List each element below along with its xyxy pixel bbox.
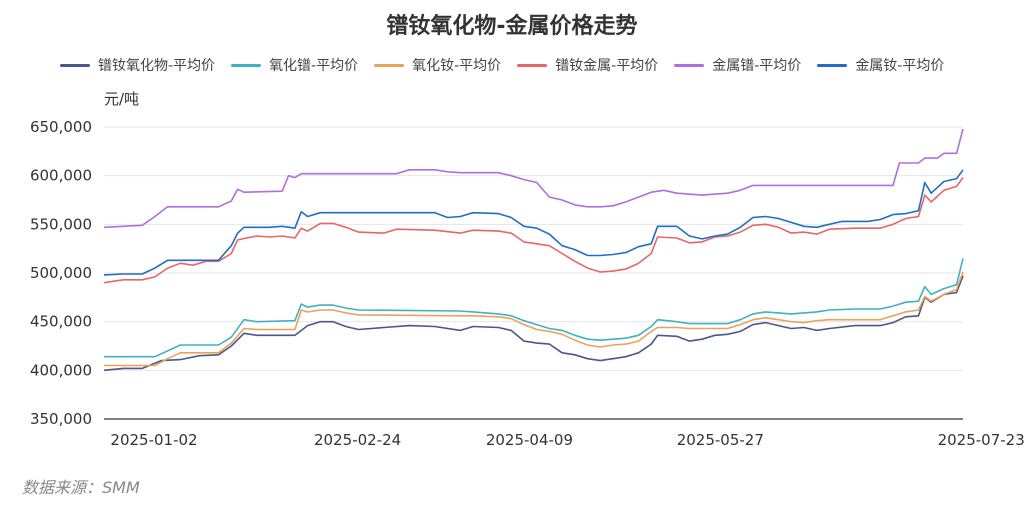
- legend-swatch: [60, 63, 90, 67]
- data-source: 数据来源：SMM: [22, 478, 140, 497]
- legend-item-4[interactable]: 镨钕金属-平均价: [517, 55, 658, 75]
- x-tick-label: 2025-07-23: [938, 431, 1024, 449]
- legend-swatch: [817, 63, 848, 67]
- chart-legend: 镨钕氧化物-平均价 氧化镨-平均价 氧化钕-平均价 镨钕金属-平均价 金属镨-平均价 金属…: [60, 54, 960, 76]
- legend-label: 氧化钕-平均价: [412, 58, 502, 74]
- legend-swatch: [374, 63, 405, 67]
- y-axis: 650,000 600,000 550,000 500,000 450,000 400,0…: [30, 118, 92, 428]
- series-line-3: [104, 271, 964, 367]
- series-line-2: [104, 258, 964, 358]
- y-tick-label: 400,000: [30, 361, 92, 379]
- y-tick-label: 450,000: [30, 313, 92, 331]
- x-tick-label: 2025-04-09: [486, 431, 573, 449]
- series-line-1: [103, 275, 964, 372]
- series-lines: [103, 128, 964, 372]
- series-line-5: [103, 128, 964, 229]
- x-tick-label: 2025-01-02: [110, 431, 197, 449]
- legend-item-1[interactable]: 镨钕氧化物-平均价: [60, 55, 215, 75]
- legend-label: 镨钕金属-平均价: [555, 58, 659, 74]
- x-tick-label: 2025-02-24: [314, 431, 401, 449]
- x-tick-label: 2025-05-27: [677, 431, 764, 449]
- legend-swatch: [231, 63, 262, 67]
- y-tick-label: 600,000: [30, 167, 92, 185]
- legend-item-2[interactable]: 氧化镨-平均价: [231, 55, 358, 75]
- legend-label: 镨钕氧化物-平均价: [98, 58, 216, 74]
- legend-swatch: [517, 63, 548, 67]
- legend-swatch: [674, 63, 705, 67]
- legend-label: 金属钕-平均价: [855, 58, 945, 74]
- y-tick-label: 500,000: [30, 264, 92, 282]
- legend-item-6[interactable]: 金属钕-平均价: [817, 55, 944, 75]
- grid-lines: [104, 126, 963, 420]
- y-axis-unit: 元/吨: [104, 90, 140, 108]
- y-tick-label: 650,000: [30, 118, 92, 136]
- legend-item-3[interactable]: 氧化钕-平均价: [374, 55, 501, 75]
- x-axis: 2025-01-02 2025-02-24 2025-04-09 2025-05-27…: [110, 431, 1024, 449]
- series-line-4: [103, 177, 964, 284]
- legend-label: 氧化镨-平均价: [269, 58, 359, 74]
- series-line-6: [103, 169, 964, 276]
- chart-title: 镨钕氧化物-金属价格走势: [386, 14, 638, 39]
- legend-item-5[interactable]: 金属镨-平均价: [674, 55, 801, 75]
- y-tick-label: 550,000: [30, 215, 92, 233]
- legend-label: 金属镨-平均价: [712, 58, 802, 74]
- y-tick-label: 350,000: [30, 410, 92, 428]
